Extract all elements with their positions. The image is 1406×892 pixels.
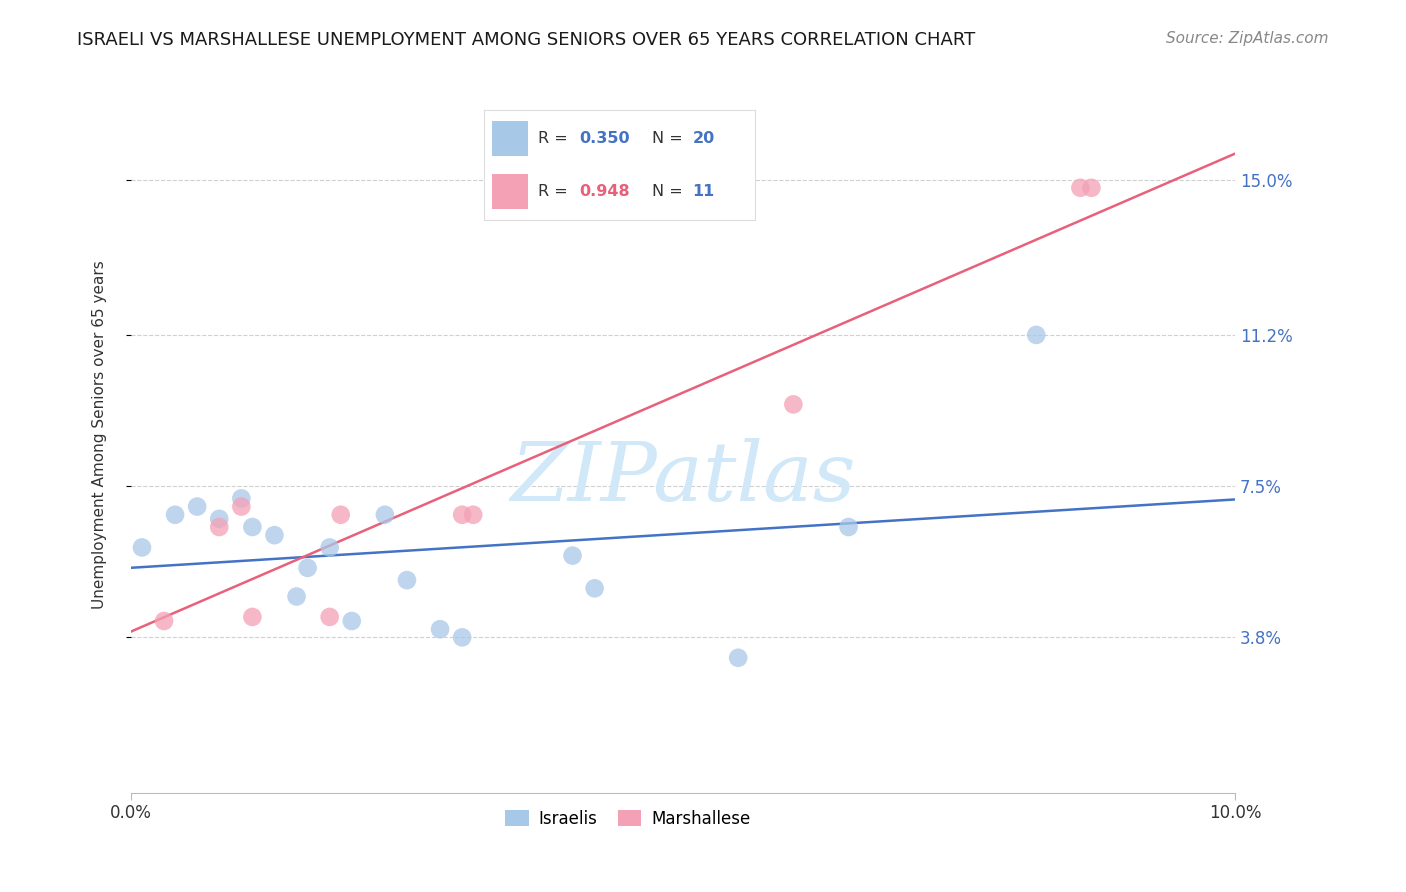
Point [242,520,264,534]
Point [285,590,308,604]
Point [242,610,264,624]
Point [374,508,396,522]
Point [165,508,187,522]
Point [1080,181,1102,195]
Point [340,614,363,628]
Point [429,622,451,636]
Point [131,541,153,555]
Point [561,549,583,563]
Point [463,508,485,522]
Point [1069,181,1091,195]
Point [395,573,418,587]
Point [263,528,285,542]
Text: Source: ZipAtlas.com: Source: ZipAtlas.com [1166,31,1329,46]
Point [583,582,606,596]
Point [782,397,804,411]
Point [451,508,474,522]
Point [838,520,860,534]
Point [231,491,253,506]
Point [329,508,352,522]
Point [727,650,749,665]
Point [186,500,208,514]
Legend: Israelis, Marshallese: Israelis, Marshallese [499,803,756,834]
Y-axis label: Unemployment Among Seniors over 65 years: Unemployment Among Seniors over 65 years [93,260,107,609]
Point [208,520,231,534]
Point [1025,327,1047,342]
Point [297,561,319,575]
Point [318,610,340,624]
Text: ZIPatlas: ZIPatlas [510,438,856,518]
Text: ISRAELI VS MARSHALLESE UNEMPLOYMENT AMONG SENIORS OVER 65 YEARS CORRELATION CHAR: ISRAELI VS MARSHALLESE UNEMPLOYMENT AMON… [77,31,976,49]
Point [208,512,231,526]
Point [451,631,474,645]
Point [153,614,176,628]
Point [231,500,253,514]
Point [318,541,340,555]
